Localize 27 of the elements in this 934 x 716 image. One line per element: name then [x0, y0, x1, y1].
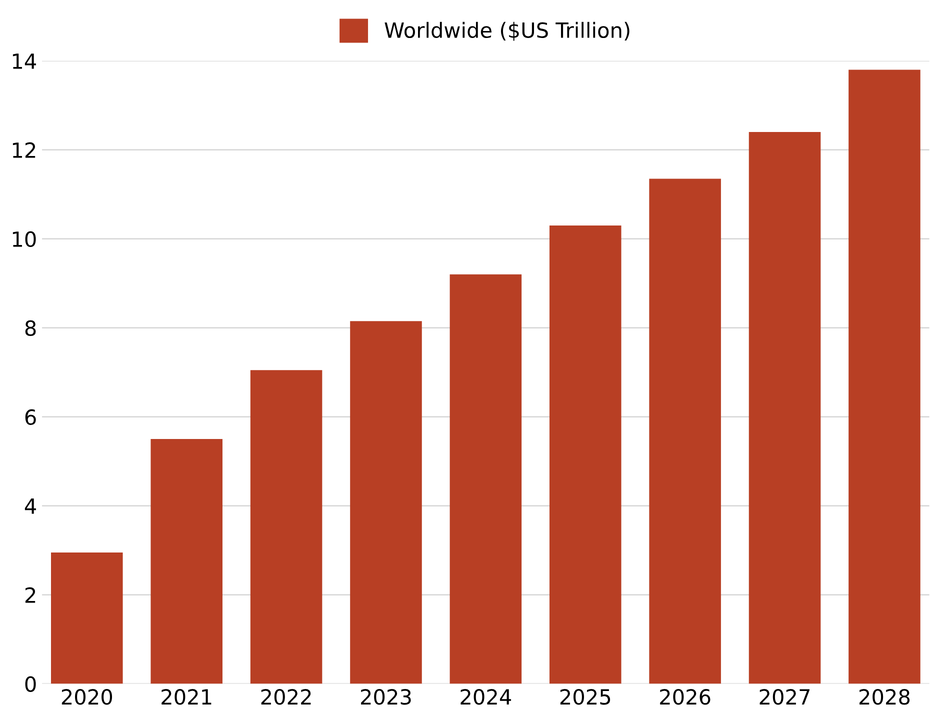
y-tick-label: 14 [12, 54, 36, 69]
x-tick-label: 2028 [859, 689, 910, 705]
bar [450, 274, 522, 684]
bar [549, 225, 622, 684]
bar [848, 70, 920, 684]
x-tick-label: 2025 [560, 689, 610, 705]
y-tick-label: 0 [25, 676, 36, 692]
x-tick-label: 2021 [162, 689, 212, 705]
x-tick-label: 2026 [660, 689, 710, 705]
bar [150, 439, 222, 684]
x-tick-label: 2020 [62, 689, 112, 705]
y-tick-label: 12 [12, 142, 36, 158]
x-tick-label: 2027 [760, 689, 810, 705]
bar [748, 132, 821, 684]
legend-label: Worldwide ($US Trillion) [384, 22, 630, 41]
x-tick-label: 2024 [460, 689, 512, 705]
bar [51, 552, 123, 684]
y-tick-label: 10 [12, 231, 36, 248]
bar [350, 321, 422, 684]
y-tick-label: 8 [25, 320, 36, 336]
y-tick-label: 2 [25, 587, 36, 603]
x-tick-label: 2022 [261, 689, 311, 705]
bar [250, 370, 322, 684]
bar [649, 178, 721, 684]
y-tick-label: 6 [25, 409, 36, 426]
y-tick-label: 4 [24, 498, 36, 514]
x-tick-label: 2023 [361, 689, 411, 705]
